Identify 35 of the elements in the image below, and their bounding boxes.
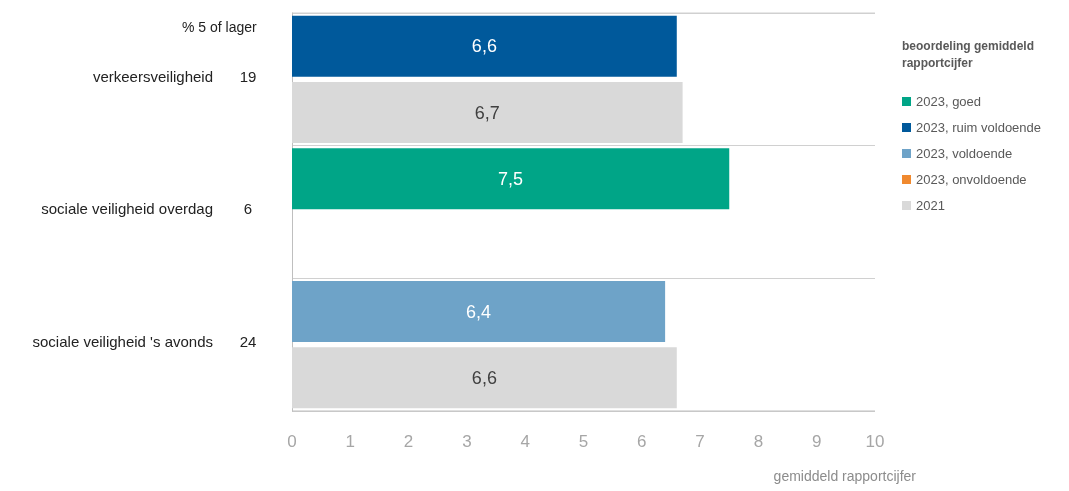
legend-label: 2023, voldoende	[916, 146, 1013, 161]
y-tick-label: sociale veiligheid 's avonds	[32, 333, 213, 350]
x-tick-label: 0	[287, 432, 297, 451]
text: % 5 of lager	[182, 19, 258, 35]
x-tick-label: 10	[865, 432, 885, 451]
data-label: 6,7	[474, 102, 500, 123]
bar	[292, 81, 683, 144]
bar	[292, 15, 677, 77]
x-tick-label: 9	[811, 432, 822, 451]
data-label: 6,4	[466, 301, 492, 322]
x-tick-label: 4	[520, 432, 530, 451]
x-tick-label: 7	[695, 432, 705, 451]
x-tick-label: 1	[345, 432, 356, 451]
x-tick-label: 2	[403, 432, 414, 451]
x-axis-title: gemiddeld rapportcijfer	[773, 468, 917, 484]
bar	[292, 280, 666, 343]
text: 6	[243, 200, 253, 218]
legend-label: 2023, onvoldoende	[916, 172, 1027, 187]
x-tick-label: 6	[637, 432, 647, 451]
text: 19	[239, 67, 257, 85]
bar	[292, 148, 730, 210]
bar	[292, 347, 677, 409]
data-label: 7,5	[498, 168, 524, 189]
text: 24	[239, 333, 257, 350]
legend-title: beoordeling gemiddeld rapportcijfer	[902, 38, 1038, 70]
x-tick-label: 5	[578, 432, 589, 451]
x-tick-label: 3	[462, 432, 472, 451]
x-tick-label: 8	[753, 432, 764, 451]
legend-label: 2021	[916, 198, 945, 213]
legend-label: 2023, ruim voldoende	[916, 120, 1042, 135]
data-label: 6,6	[471, 36, 497, 57]
y-tick-label: sociale veiligheid overdag	[41, 200, 213, 218]
data-label: 6,6	[471, 367, 497, 388]
y-tick-label: verkeersveiligheid	[92, 67, 213, 85]
legend-label: 2023, goed	[916, 94, 982, 109]
